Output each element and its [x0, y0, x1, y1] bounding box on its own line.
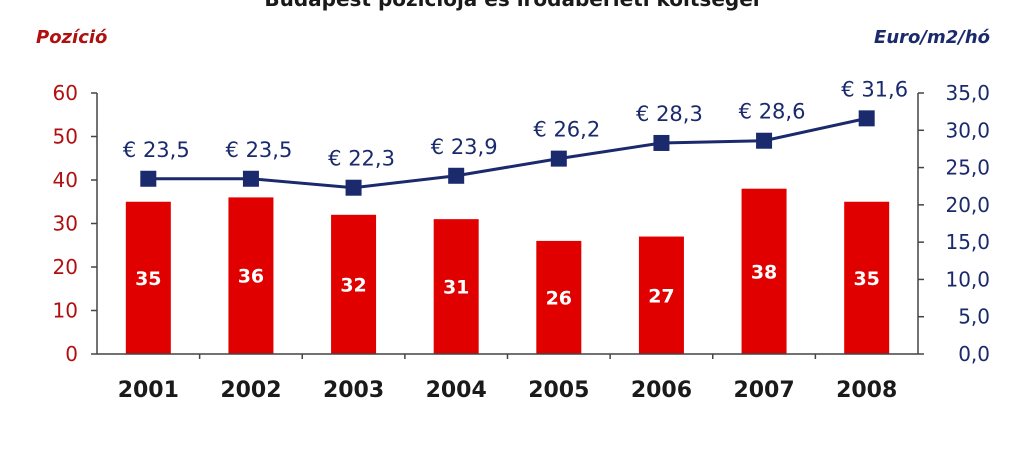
left-tick-label: 30: [53, 212, 78, 236]
axes: 0 10 20 30 40 50 60 0,0 5,0 10,0 15,0 20,0 25,0 30,0 3…: [53, 81, 990, 403]
x-tick-label: 2008: [836, 378, 897, 403]
left-tick-label: 10: [53, 299, 78, 323]
rent-value-label: € 23,9: [431, 135, 498, 159]
right-tick-label: 5,0: [958, 305, 990, 329]
bar: [331, 214, 377, 354]
rent-value-label: € 28,3: [636, 102, 703, 126]
left-tick-label: 50: [53, 125, 78, 149]
x-tick-label: 2002: [220, 378, 281, 403]
bar-value-label: 35: [853, 268, 879, 290]
bar-value-label: 35: [135, 268, 161, 290]
right-tick-label: 35,0: [945, 81, 990, 105]
bar: [433, 219, 479, 354]
x-tick-label: 2007: [733, 378, 794, 403]
rent-value-label: € 28,6: [739, 100, 806, 124]
left-tick-label: 0: [65, 342, 78, 366]
rent-marker: [756, 132, 773, 149]
line-series: [140, 110, 875, 196]
rent-marker: [653, 134, 670, 151]
bar: [741, 188, 787, 354]
rent-marker: [140, 170, 157, 187]
bar-value-label: 31: [443, 277, 469, 299]
left-tick-label: 40: [53, 168, 78, 192]
rent-marker: [242, 170, 259, 187]
bar-value-label: 27: [648, 285, 674, 307]
x-tick-label: 2006: [631, 378, 692, 403]
right-tick-label: 0,0: [958, 342, 990, 366]
right-axis-label: Euro/m2/hó: [874, 27, 990, 48]
bar: [228, 197, 274, 354]
rent-marker: [858, 110, 875, 127]
chart-title: Budapest pozíciója és irodabérleti költs…: [264, 0, 759, 11]
right-tick-label: 30,0: [945, 118, 990, 142]
bar-value-label: 26: [546, 287, 572, 309]
x-tick-label: 2003: [323, 378, 384, 403]
x-tick-label: 2005: [528, 378, 589, 403]
x-tick-label: 2004: [426, 378, 487, 403]
right-tick-label: 15,0: [945, 230, 990, 254]
rent-marker: [448, 167, 465, 184]
left-axis-label: Pozíció: [36, 27, 107, 48]
bar: [125, 201, 171, 354]
right-tick-label: 25,0: [945, 156, 990, 180]
bar: [844, 201, 890, 354]
bar-value-label: 36: [238, 266, 264, 288]
rent-marker: [345, 179, 362, 196]
rent-value-label: € 26,2: [533, 118, 600, 142]
bar: [536, 240, 582, 354]
rent-value-label: € 22,3: [328, 147, 395, 171]
labels: 35 36 32 31 26 27 38 35 € 23,5 € 23,5 € 22,3 € 23,9…: [123, 77, 908, 309]
right-tick-label: 10,0: [945, 267, 990, 291]
rent-line: [148, 116, 868, 190]
left-tick-label: 60: [53, 81, 78, 105]
left-tick-label: 20: [53, 255, 78, 279]
rent-value-label: € 23,5: [123, 138, 190, 162]
bar-value-label: 38: [751, 261, 777, 283]
bar-value-label: 32: [340, 274, 366, 296]
x-tick-label: 2001: [118, 378, 179, 403]
rent-value-label: € 31,6: [841, 77, 908, 101]
right-tick-label: 20,0: [945, 193, 990, 217]
bar: [638, 236, 684, 354]
bar-series: [125, 188, 890, 354]
rent-value-label: € 23,5: [226, 138, 293, 162]
rent-marker: [550, 150, 567, 167]
